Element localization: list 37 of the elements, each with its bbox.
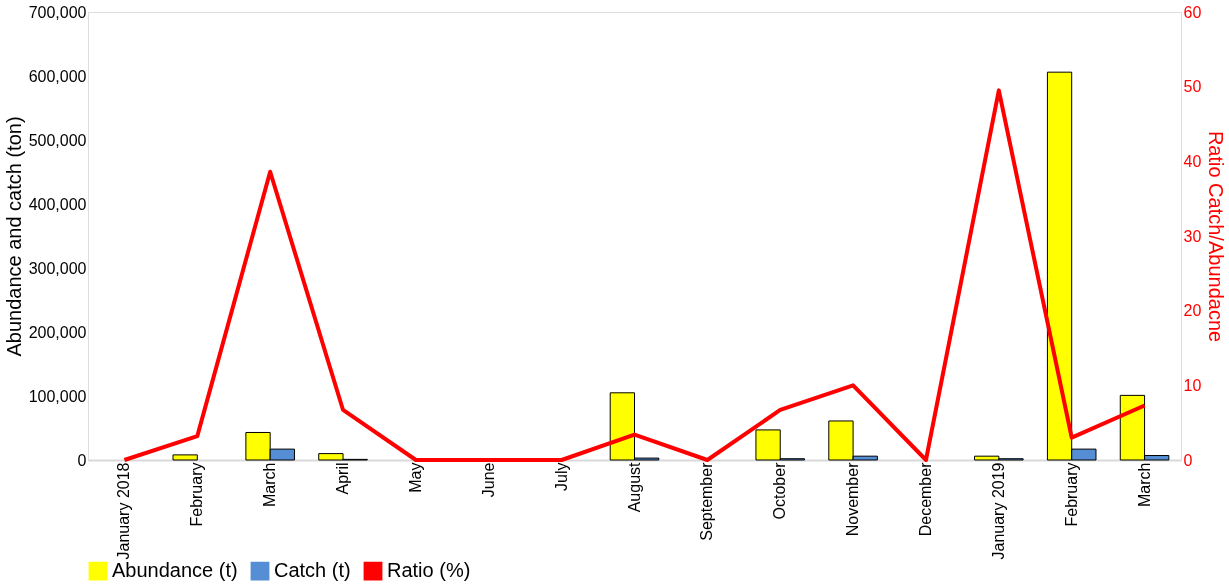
x-tick-label: September [698,461,716,541]
y-tick-label: 700,000 [28,3,87,21]
legend-label: Ratio (%) [387,559,471,582]
y-tick-label: 600,000 [28,67,87,85]
y2-tick-label: 60 [1183,3,1202,21]
x-tick-label: March [1135,462,1153,507]
y2-axis-title: Ratio Catch/Abundacne [1205,130,1228,343]
x-tick-label: July [552,462,570,491]
line-series [122,88,1147,462]
y-tick-label: 0 [77,451,87,469]
x-tick-label: November [844,461,862,537]
y2-tick-label: 10 [1183,376,1202,394]
x-tick-label: October [771,461,789,520]
x-tick-label: May [406,462,424,493]
x-tick-label: January 2018 [115,462,133,560]
x-tick-label: February [188,462,206,527]
y-tick-label: 200,000 [28,323,87,341]
y2-tick-label: 30 [1183,227,1202,245]
y-tick-label: 500,000 [28,131,87,149]
y2-tick-label: 40 [1183,152,1202,170]
y2-tick-label: 20 [1183,302,1202,320]
legend-label: Catch (t) [274,559,351,582]
x-tick-label: January 2019 [989,462,1007,560]
x-tick-label: August [625,461,643,513]
y2-tick-label: 50 [1183,78,1202,96]
x-tick-label: March [261,462,279,507]
y-tick-label: 100,000 [28,387,87,405]
bar [172,454,198,461]
legend-label: Abundance (t) [112,559,238,582]
x-tick-label: February [1062,462,1080,527]
y-tick-label: 300,000 [28,259,87,277]
x-tick-label: April [334,462,352,495]
x-tick-label: December [916,461,934,537]
y2-tick-label: 0 [1183,451,1193,469]
x-tick-label: June [479,462,497,498]
y-axis-title: Abundance and catch (ton) [2,116,25,357]
y-tick-label: 400,000 [28,195,87,213]
